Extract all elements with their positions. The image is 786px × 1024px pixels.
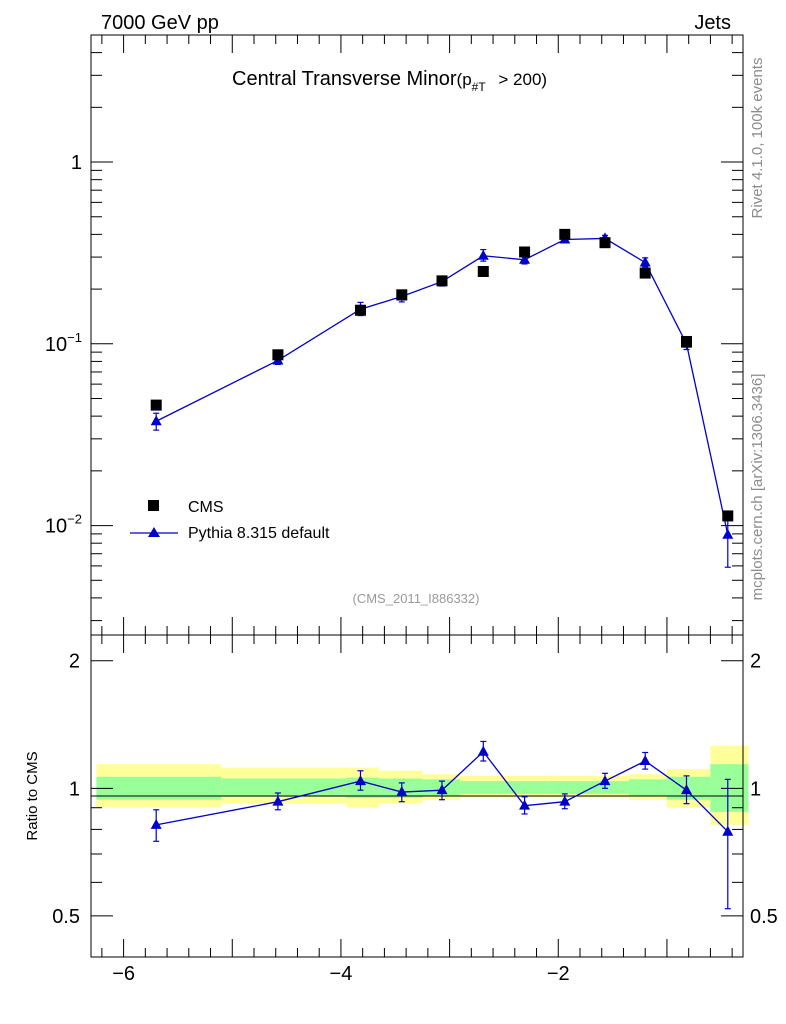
cms-point xyxy=(477,265,489,277)
legend-label-pythia: Pythia 8.315 default xyxy=(188,525,330,542)
ratio-pythia-point xyxy=(599,775,611,786)
ratio-pythia-point xyxy=(477,745,489,756)
ratio-y-axis-label: Ratio to CMS xyxy=(24,751,41,840)
ratio-pythia-point xyxy=(639,755,651,766)
ratio-uncertainty-bands xyxy=(96,745,749,825)
ratio-pythia-point xyxy=(559,795,571,806)
main-plot-panel: Central Transverse Minor(p#T > 200) 1 10−… xyxy=(45,34,744,636)
ratio-pythia-point xyxy=(722,825,734,836)
cms-point xyxy=(519,246,531,258)
ratio-pythia-point xyxy=(272,795,284,806)
main-plot-title-text: Central Transverse Minor xyxy=(232,68,457,90)
ratio-pythia-point xyxy=(436,784,448,795)
main-y-tick-label: 1 xyxy=(71,152,82,174)
ratio-band-inner xyxy=(628,779,667,796)
cms-point xyxy=(559,228,571,240)
main-plot-title-paren: (p xyxy=(457,70,472,89)
main-y-tick-labels: 1 10−1 10−2 xyxy=(45,152,82,538)
ratio-band-inner xyxy=(221,778,347,797)
ratio-series-group xyxy=(150,740,734,910)
x-tick-label: −2 xyxy=(547,963,570,985)
main-axes-ticks xyxy=(91,34,743,635)
ratio-plot-frame xyxy=(90,634,744,958)
ratio-pythia-point xyxy=(680,784,692,795)
cms-point xyxy=(354,304,366,316)
header-right: Jets xyxy=(694,12,731,34)
ratio-plot-panel: 0.5 0.5 1 1 2 2 −6 −4 −2 Ratio to CMS xyxy=(24,634,778,985)
ratio-y-tick-label: 0.5 xyxy=(52,906,80,928)
pythia-point xyxy=(150,415,162,426)
ratio-band-inner xyxy=(547,781,629,794)
x-tick-label: −4 xyxy=(330,963,353,985)
main-plot-title-sub: #T xyxy=(472,80,487,94)
ratio-pythia-point xyxy=(519,799,531,810)
legend-marker-pythia xyxy=(148,527,160,537)
legend: CMS Pythia 8.315 default xyxy=(130,499,330,542)
header-left: 7000 GeV pp xyxy=(101,12,219,34)
cms-point xyxy=(272,349,284,361)
legend-marker-cms xyxy=(148,500,159,511)
ratio-y-tick-label-right: 1 xyxy=(750,778,761,800)
analysis-caption: (CMS_2011_I886332) xyxy=(353,591,480,606)
cms-point xyxy=(150,399,162,411)
main-y-tick-label: 10−1 xyxy=(45,330,82,356)
main-series-group xyxy=(150,228,734,568)
cms-point xyxy=(639,267,651,279)
pythia-point xyxy=(722,528,734,539)
ratio-y-tick-labels: 0.5 0.5 1 1 2 2 xyxy=(52,651,778,928)
cms-point xyxy=(599,237,611,249)
pythia-line xyxy=(155,237,729,535)
rivet-version-label: Rivet 4.1.0, 100k events xyxy=(749,58,766,219)
main-y-tick-label: 10−2 xyxy=(45,512,82,538)
cms-point xyxy=(680,335,692,347)
cms-point xyxy=(436,275,448,287)
ratio-band-inner xyxy=(96,776,222,800)
ratio-y-tick-label-right: 2 xyxy=(750,651,761,673)
ratio-y-tick-label: 1 xyxy=(69,778,80,800)
pythia-point xyxy=(477,249,489,260)
ratio-y-tick-label: 2 xyxy=(69,651,80,673)
ratio-pythia-point xyxy=(150,818,162,829)
ratio-pythia-point xyxy=(396,786,408,797)
pythia-point xyxy=(639,256,651,267)
ratio-axes-ticks xyxy=(91,635,743,958)
cms-point xyxy=(722,510,734,522)
ratio-band-inner xyxy=(460,781,548,794)
main-plot-title-tail: > 200) xyxy=(494,70,547,89)
main-plot-title: Central Transverse Minor(p#T > 200) xyxy=(232,68,547,94)
pythia-point xyxy=(519,253,531,264)
legend-label-cms: CMS xyxy=(188,499,224,516)
x-tick-labels: −6 −4 −2 xyxy=(112,963,569,985)
ratio-y-tick-label-right: 0.5 xyxy=(750,906,778,928)
ratio-pythia-point xyxy=(354,775,366,786)
ratio-pythia-line xyxy=(156,750,729,833)
cms-point xyxy=(396,289,408,301)
mcplots-source-label: mcplots.cern.ch [arXiv:1306.3436] xyxy=(749,374,766,601)
x-tick-label: −6 xyxy=(112,963,135,985)
main-plot-frame xyxy=(90,34,744,636)
